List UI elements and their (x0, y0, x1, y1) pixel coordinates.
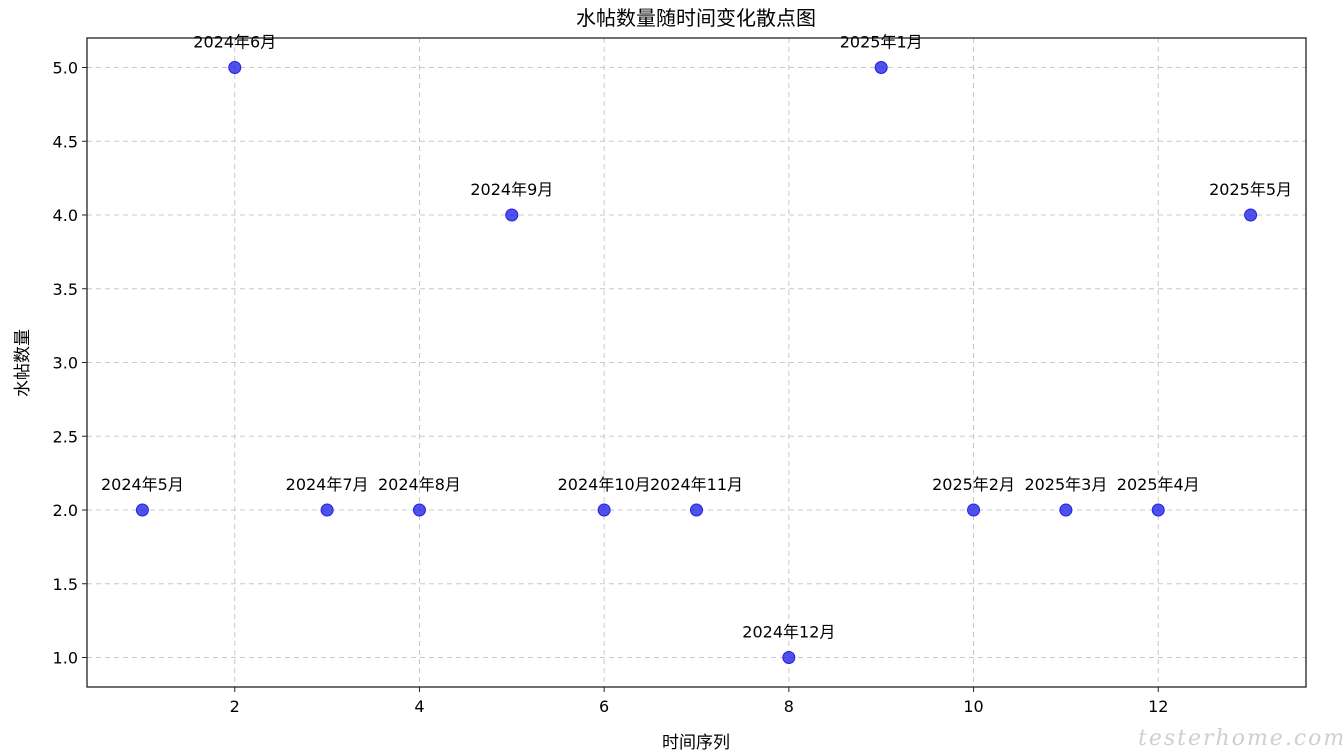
data-point-label: 2024年9月 (470, 180, 553, 199)
data-point-label: 2024年7月 (286, 475, 369, 494)
data-point-label: 2025年2月 (932, 475, 1015, 494)
data-point-label: 2024年5月 (101, 475, 184, 494)
x-tick-label: 10 (963, 697, 983, 716)
data-point (874, 61, 888, 74)
data-point (228, 61, 242, 74)
data-point-label: 2025年5月 (1209, 180, 1292, 199)
y-tick-label: 1.0 (53, 649, 78, 668)
data-point-label: 2024年8月 (378, 475, 461, 494)
x-axis-label: 时间序列 (662, 733, 730, 751)
data-point (1151, 503, 1165, 517)
data-point (967, 503, 981, 517)
y-tick-label: 3.5 (53, 280, 78, 299)
x-tick-label: 8 (784, 697, 794, 716)
data-point (690, 503, 703, 517)
y-tick-label: 4.0 (53, 206, 78, 225)
data-labels: 2024年5月 2024年6月 2024年7月 2024年8月 2024年9月 2024年… (101, 33, 1292, 642)
data-point-label: 2024年6月 (193, 33, 276, 52)
data-point (320, 503, 334, 517)
data-point-label: 2024年11月 (650, 475, 743, 494)
data-point-label: 2024年10月 (558, 475, 651, 494)
data-point (135, 503, 149, 517)
y-tick-label: 2.5 (53, 427, 78, 446)
y-axis-label: 水帖数量 (13, 329, 33, 397)
data-point (412, 503, 426, 517)
data-point (782, 651, 796, 664)
data-point (505, 208, 519, 222)
chart-title: 水帖数量随时间变化散点图 (576, 6, 816, 30)
grid-lines (87, 38, 1306, 687)
y-tick-label: 2.0 (53, 501, 78, 520)
data-point (1244, 208, 1258, 222)
x-tick-label: 2 (230, 697, 240, 716)
x-tick-label: 12 (1148, 697, 1168, 716)
data-point (597, 503, 611, 517)
axis-ticks: 2 4 6 8 10 12 1.0 1.5 2.0 2.5 3.0 3.5 4.0 4.5 5.0 (53, 59, 1169, 717)
data-point-label: 2025年1月 (840, 33, 923, 52)
x-tick-label: 6 (599, 697, 609, 716)
data-point-label: 2024年12月 (742, 623, 835, 642)
watermark-text: testerhome.com (1138, 726, 1342, 751)
data-point-label: 2025年4月 (1117, 475, 1200, 494)
y-tick-label: 3.0 (53, 354, 78, 373)
y-tick-label: 5.0 (53, 59, 78, 78)
y-tick-label: 1.5 (53, 575, 78, 594)
data-point-label: 2025年3月 (1024, 475, 1107, 494)
data-points (135, 61, 1258, 664)
data-point (1059, 503, 1073, 517)
y-tick-label: 4.5 (53, 132, 78, 151)
x-tick-label: 4 (414, 697, 424, 716)
